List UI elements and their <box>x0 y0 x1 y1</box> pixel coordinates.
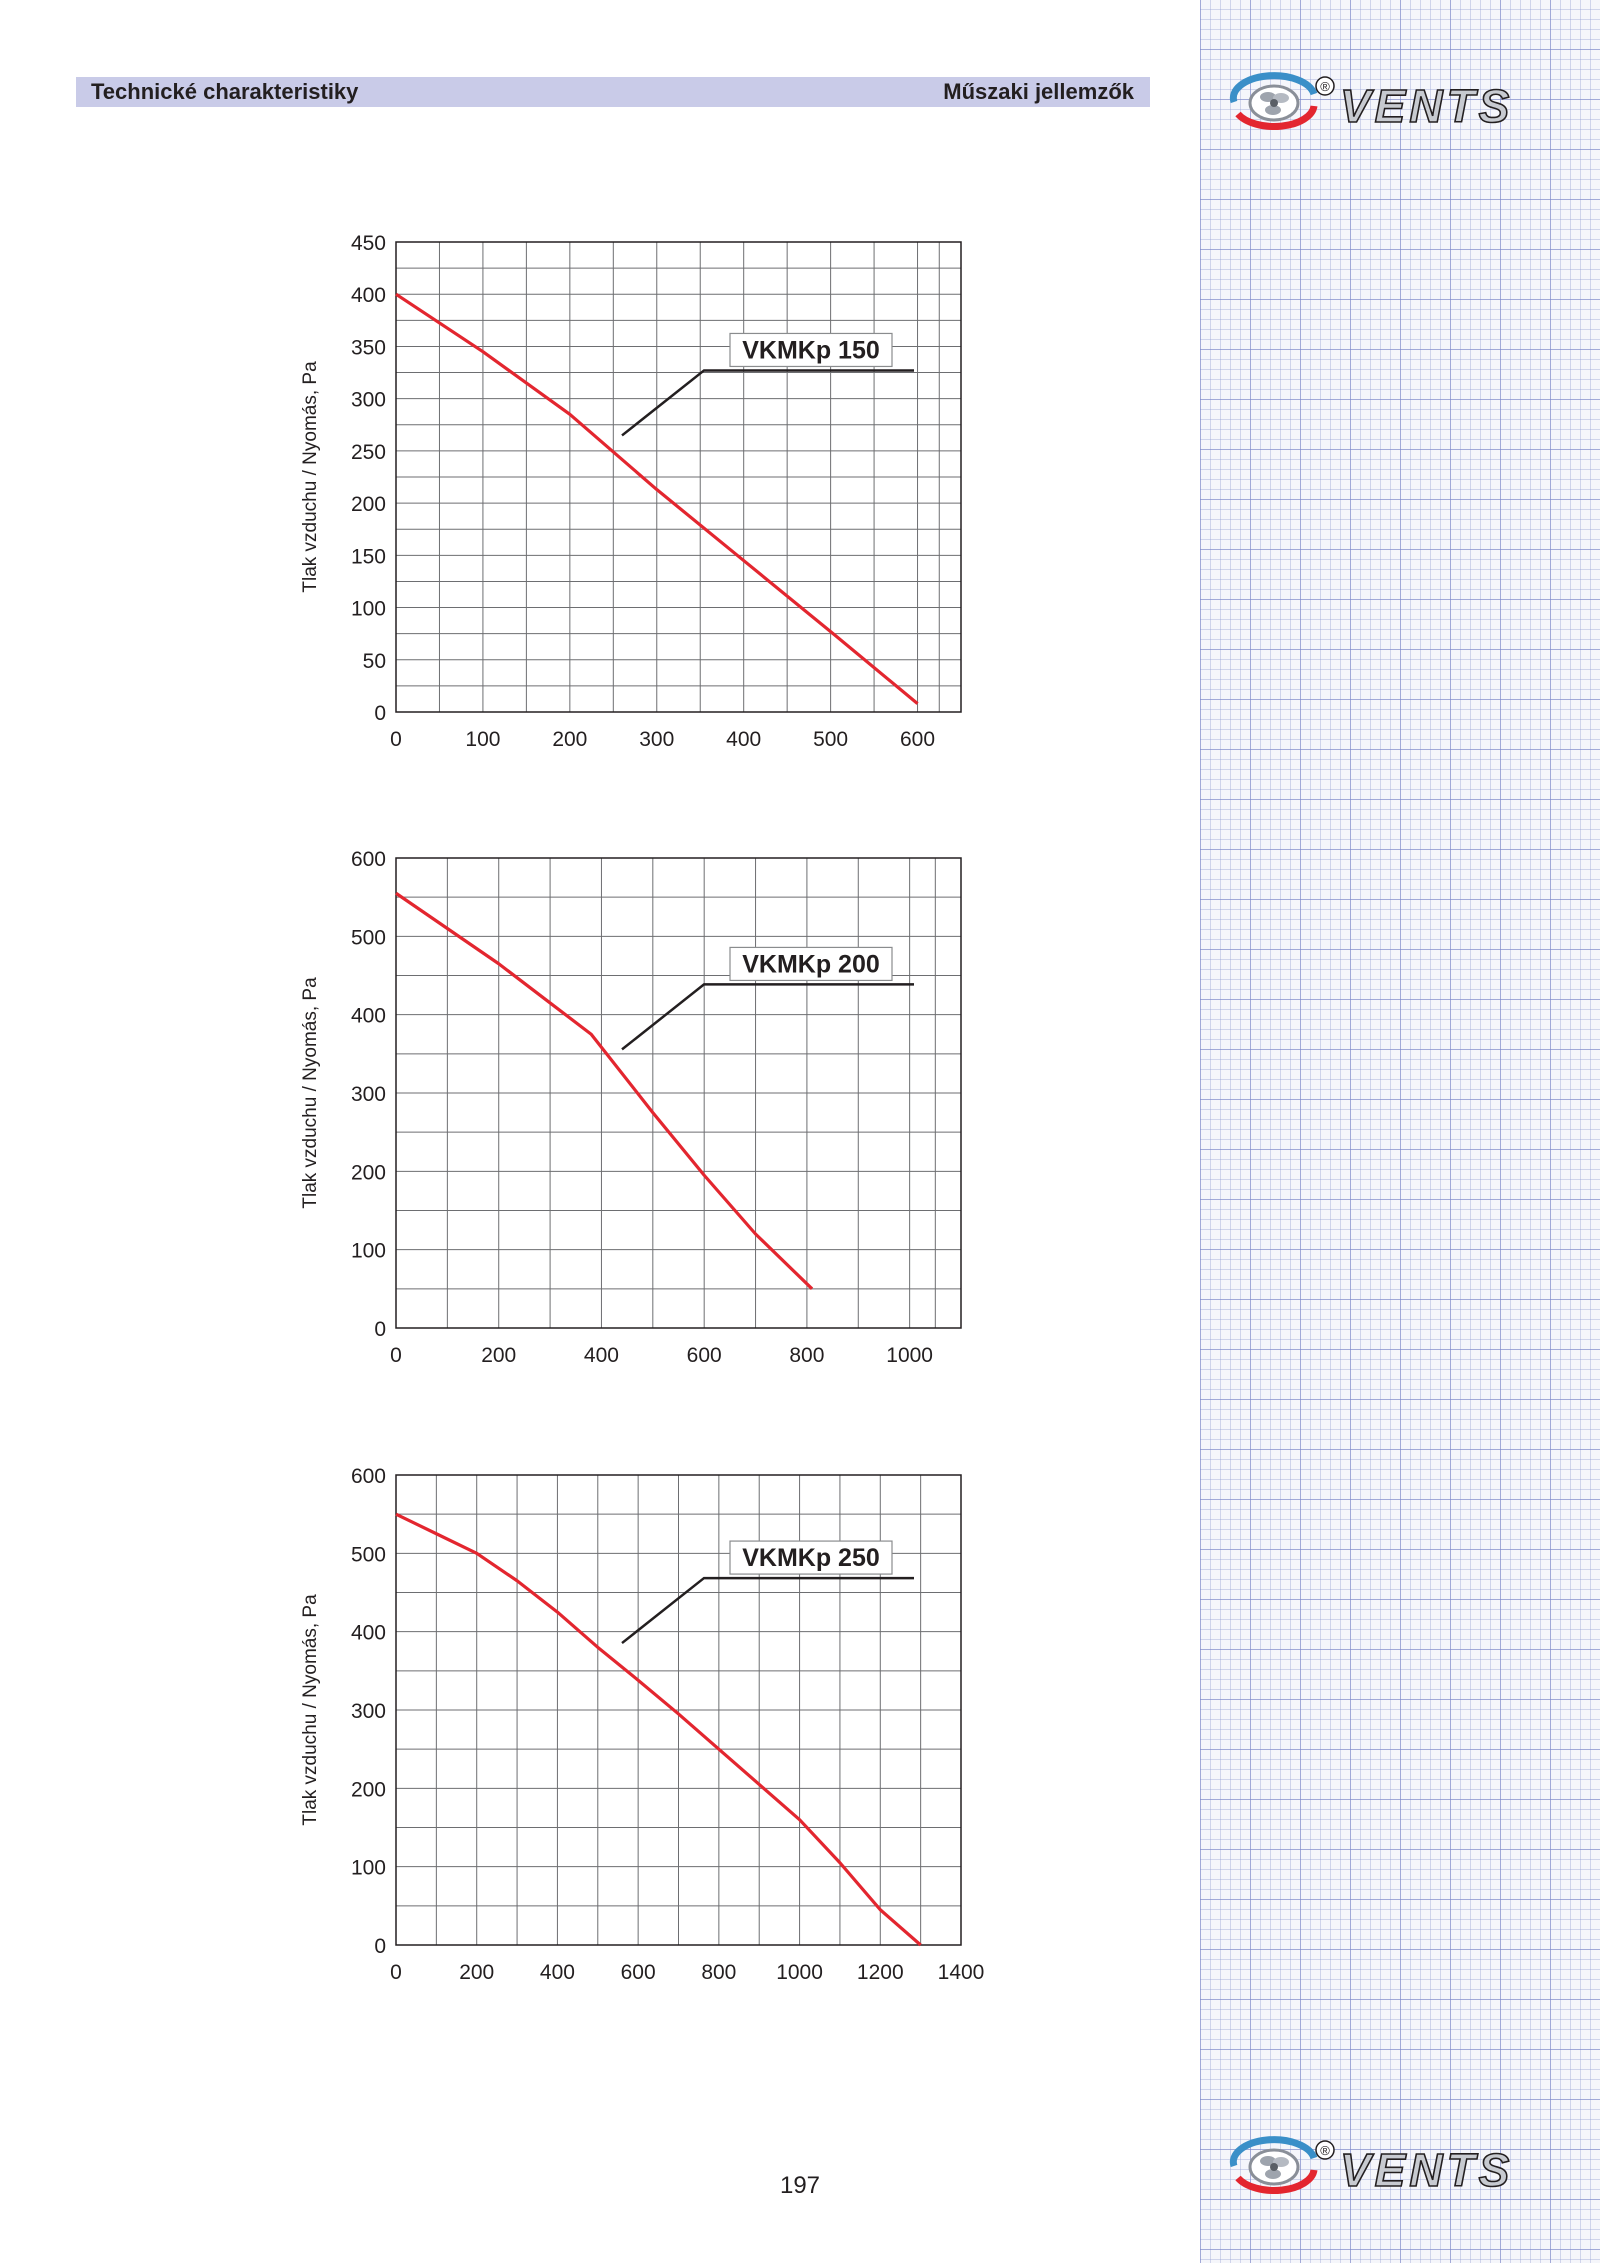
callout-leader <box>621 1576 914 1645</box>
chart-vkmkp-250: 0 200 400 600 800 1000 1200 1400 0 100 200 300 400 50… <box>300 1465 985 1984</box>
y-tick-label: 100 <box>351 1857 386 1880</box>
x-tick-label: 0 <box>390 1344 402 1367</box>
y-axis-label: Tlak vzduchu / Nyomás, Pa <box>300 977 321 1209</box>
vents-logo-top: ® VENTS <box>1229 72 1513 133</box>
y-axis-label: Tlak vzduchu / Nyomás, Pa <box>300 361 321 593</box>
y-tick-label: 50 <box>363 650 386 673</box>
plot-frame <box>395 857 962 1329</box>
callout-leader <box>621 369 914 437</box>
y-tick-label: 100 <box>351 1240 386 1263</box>
y-tick-label: 400 <box>351 1622 386 1645</box>
series-label-box <box>729 1540 893 1575</box>
chart-vkmkp-200: 0 200 400 600 800 1000 0 100 200 300 400 500 600 Tlak… <box>300 848 962 1367</box>
side-grid-strip <box>1200 0 1600 2263</box>
y-tick-label: 200 <box>351 1778 386 1801</box>
registered-mark: ® <box>1320 79 1330 94</box>
x-tick-label: 600 <box>621 1961 656 1984</box>
y-tick-label: 300 <box>351 1083 386 1106</box>
y-tick-label: 200 <box>351 493 386 516</box>
series-label: VKMKp 250 <box>742 1544 880 1572</box>
y-tick-label: 350 <box>351 336 386 359</box>
x-tick-label: 300 <box>639 728 674 751</box>
y-tick-label: 200 <box>351 1161 386 1184</box>
series-line <box>395 891 814 1290</box>
header-bar: Technické charakteristiky Műszaki jellem… <box>76 77 1150 107</box>
y-tick-label: 400 <box>351 1005 386 1028</box>
y-tick-label: 600 <box>351 848 386 871</box>
y-tick-label: 150 <box>351 545 386 568</box>
callout-leader <box>621 983 914 1051</box>
y-tick-label: 600 <box>351 1465 386 1488</box>
x-tick-label: 100 <box>465 728 500 751</box>
y-axis-label: Tlak vzduchu / Nyomás, Pa <box>300 1594 321 1826</box>
chart-vkmkp-150: 0 100 200 300 400 500 600 0 50 100 150 200 250 300 350… <box>300 232 962 751</box>
vents-logo-bottom: ® VENTS <box>1229 2136 1513 2197</box>
x-tick-label: 0 <box>390 1961 402 1984</box>
y-tick-label: 300 <box>351 389 386 412</box>
y-tick-label: 100 <box>351 598 386 621</box>
x-tick-label: 800 <box>701 1961 736 1984</box>
series-line <box>395 292 919 705</box>
plot-frame <box>395 1474 962 1946</box>
series-line <box>395 1512 922 1947</box>
grid <box>396 242 961 712</box>
x-tick-label: 0 <box>390 728 402 751</box>
x-tick-label: 200 <box>459 1961 494 1984</box>
x-tick-label: 400 <box>584 1344 619 1367</box>
y-tick-label: 450 <box>351 232 386 255</box>
header-title-left: Technické charakteristiky <box>91 79 359 104</box>
series-label: VKMKp 150 <box>742 336 880 364</box>
registered-mark: ® <box>1320 2143 1330 2158</box>
header-title-right: Műszaki jellemzők <box>943 79 1134 104</box>
y-tick-label: 500 <box>351 926 386 949</box>
x-tick-label: 1400 <box>938 1961 985 1984</box>
x-tick-label: 600 <box>900 728 935 751</box>
x-tick-label: 500 <box>813 728 848 751</box>
x-tick-label: 200 <box>481 1344 516 1367</box>
x-tick-label: 1200 <box>857 1961 904 1984</box>
brand-wordmark: VENTS <box>1340 80 1513 132</box>
grid <box>396 858 961 1328</box>
page-number: 197 <box>779 2172 821 2199</box>
y-tick-label: 0 <box>374 1318 386 1341</box>
x-tick-label: 200 <box>552 728 587 751</box>
brand-wordmark: VENTS <box>1340 2144 1513 2196</box>
x-tick-label: 600 <box>687 1344 722 1367</box>
fan-icon <box>1229 72 1318 130</box>
y-tick-label: 400 <box>351 284 386 307</box>
series-label-box <box>729 946 893 982</box>
y-tick-label: 0 <box>374 1935 386 1958</box>
fan-icon <box>1229 2136 1318 2194</box>
y-tick-label: 500 <box>351 1543 386 1566</box>
series-label-box <box>729 332 893 368</box>
y-tick-label: 0 <box>374 702 386 725</box>
x-tick-label: 400 <box>540 1961 575 1984</box>
series-label: VKMKp 200 <box>742 950 880 978</box>
x-tick-label: 800 <box>789 1344 824 1367</box>
x-tick-label: 400 <box>726 728 761 751</box>
x-tick-label: 1000 <box>886 1344 933 1367</box>
y-tick-label: 250 <box>351 441 386 464</box>
y-tick-label: 300 <box>351 1700 386 1723</box>
x-tick-label: 1000 <box>776 1961 823 1984</box>
plot-frame <box>395 241 962 713</box>
